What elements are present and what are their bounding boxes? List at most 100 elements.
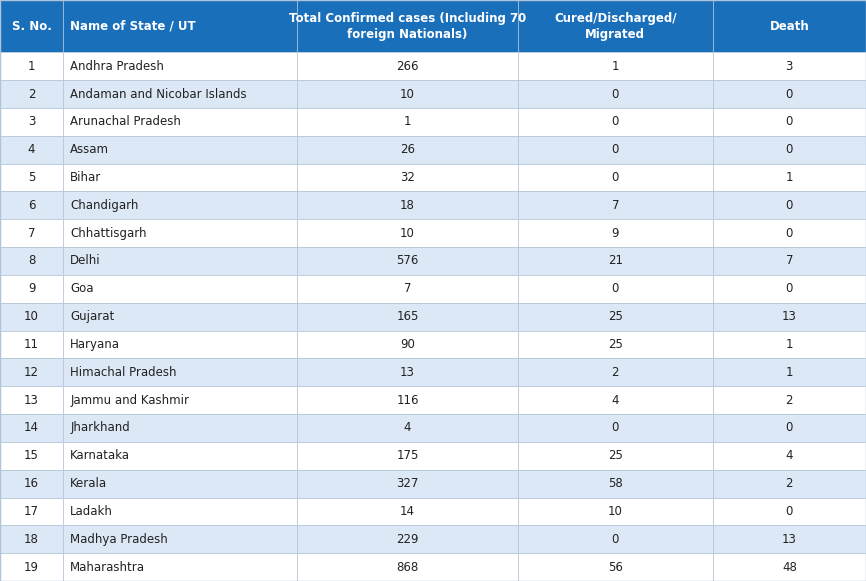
Text: Goa: Goa (70, 282, 94, 295)
Bar (63, 247, 297, 275)
Text: Himachal Pradesh: Himachal Pradesh (70, 366, 177, 379)
Bar (63, 136, 297, 164)
Bar (0, 553, 63, 581)
Bar (0, 219, 63, 247)
Text: 6: 6 (28, 199, 36, 212)
Bar (518, 219, 713, 247)
Text: 14: 14 (24, 421, 39, 435)
Bar (0, 331, 63, 358)
Text: Delhi: Delhi (70, 254, 100, 267)
Bar (518, 553, 713, 581)
Bar (297, 191, 518, 219)
Text: 1: 1 (785, 171, 793, 184)
Bar (0, 497, 63, 525)
Text: 90: 90 (400, 338, 415, 351)
Bar (713, 219, 866, 247)
Text: 25: 25 (608, 338, 623, 351)
Bar (713, 497, 866, 525)
Text: 48: 48 (782, 561, 797, 573)
Text: 2: 2 (785, 477, 793, 490)
Text: 13: 13 (24, 393, 39, 407)
Text: 11: 11 (24, 338, 39, 351)
Bar (0, 303, 63, 331)
Text: 25: 25 (608, 310, 623, 323)
Bar (518, 469, 713, 497)
Text: 25: 25 (608, 449, 623, 462)
Text: Chandigarh: Chandigarh (70, 199, 139, 212)
Bar (0, 275, 63, 303)
Bar (713, 0, 866, 52)
Bar (518, 191, 713, 219)
Text: 868: 868 (397, 561, 418, 573)
Bar (518, 247, 713, 275)
Bar (63, 525, 297, 553)
Text: 1: 1 (785, 338, 793, 351)
Bar (297, 386, 518, 414)
Bar (0, 0, 63, 52)
Bar (297, 108, 518, 136)
Bar (713, 386, 866, 414)
Text: Arunachal Pradesh: Arunachal Pradesh (70, 116, 181, 128)
Bar (297, 80, 518, 108)
Bar (713, 136, 866, 164)
Text: 0: 0 (785, 116, 793, 128)
Text: Total Confirmed cases (Including 70
foreign Nationals): Total Confirmed cases (Including 70 fore… (289, 12, 526, 41)
Text: 3: 3 (28, 116, 36, 128)
Bar (713, 52, 866, 80)
Bar (297, 219, 518, 247)
Bar (0, 191, 63, 219)
Text: 3: 3 (785, 60, 793, 73)
Bar (63, 219, 297, 247)
Text: 0: 0 (611, 116, 619, 128)
Text: Maharashtra: Maharashtra (70, 561, 145, 573)
Bar (297, 0, 518, 52)
Text: 21: 21 (608, 254, 623, 267)
Bar (297, 52, 518, 80)
Text: 1: 1 (404, 116, 411, 128)
Bar (297, 331, 518, 358)
Text: 15: 15 (24, 449, 39, 462)
Bar (713, 303, 866, 331)
Bar (297, 303, 518, 331)
Bar (63, 52, 297, 80)
Text: Karnataka: Karnataka (70, 449, 130, 462)
Bar (713, 469, 866, 497)
Text: 56: 56 (608, 561, 623, 573)
Bar (518, 164, 713, 191)
Text: Madhya Pradesh: Madhya Pradesh (70, 533, 168, 546)
Text: 10: 10 (400, 227, 415, 240)
Text: 266: 266 (397, 60, 418, 73)
Text: 165: 165 (397, 310, 418, 323)
Text: 10: 10 (400, 88, 415, 101)
Text: Assam: Assam (70, 143, 109, 156)
Bar (713, 358, 866, 386)
Text: 1: 1 (785, 366, 793, 379)
Bar (297, 497, 518, 525)
Bar (297, 469, 518, 497)
Bar (518, 497, 713, 525)
Text: Gujarat: Gujarat (70, 310, 114, 323)
Text: 17: 17 (24, 505, 39, 518)
Bar (518, 303, 713, 331)
Text: 18: 18 (400, 199, 415, 212)
Bar (63, 442, 297, 469)
Text: 7: 7 (785, 254, 793, 267)
Bar (0, 442, 63, 469)
Text: 2: 2 (611, 366, 619, 379)
Bar (297, 442, 518, 469)
Text: 0: 0 (785, 88, 793, 101)
Text: 26: 26 (400, 143, 415, 156)
Bar (63, 303, 297, 331)
Bar (63, 0, 297, 52)
Text: 0: 0 (611, 171, 619, 184)
Text: 0: 0 (785, 143, 793, 156)
Bar (0, 358, 63, 386)
Text: 13: 13 (782, 310, 797, 323)
Bar (518, 525, 713, 553)
Bar (713, 553, 866, 581)
Text: 0: 0 (611, 143, 619, 156)
Bar (0, 386, 63, 414)
Bar (713, 191, 866, 219)
Text: Bihar: Bihar (70, 171, 101, 184)
Bar (713, 80, 866, 108)
